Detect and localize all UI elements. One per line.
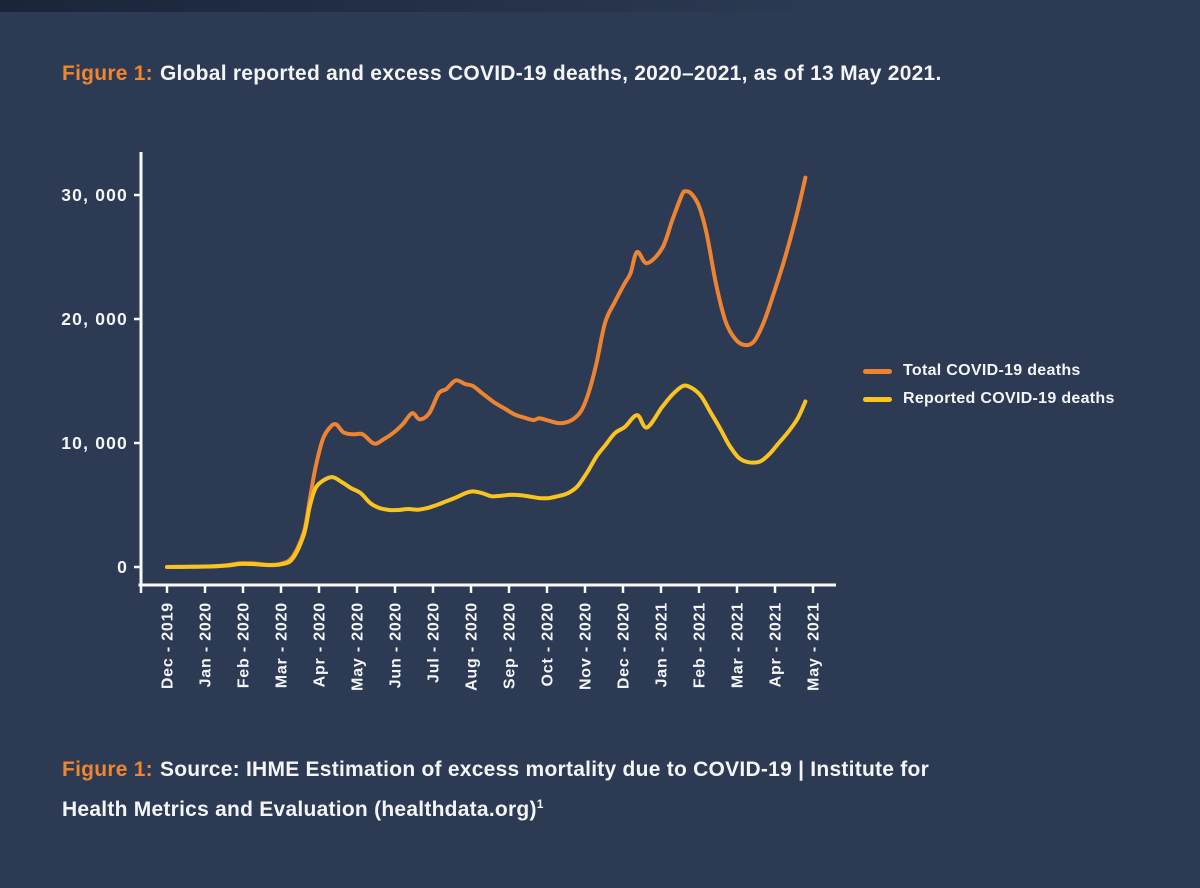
x-tick-label: Jul - 2020 (426, 602, 443, 683)
legend-swatch-total (863, 368, 892, 374)
series-line-total (165, 175, 808, 569)
x-tick-label: Mar - 2020 (274, 602, 291, 688)
x-tick-label: Feb - 2021 (692, 602, 709, 688)
legend-label-total: Total COVID-19 deaths (903, 362, 1081, 379)
x-tick-label: Apr - 2020 (312, 602, 329, 687)
x-tick-label: Apr - 2021 (768, 602, 785, 687)
series-line-reported (165, 383, 808, 569)
legend-swatch-reported (863, 396, 892, 402)
y-tick-label: 10, 000 (61, 433, 128, 453)
x-tick-label: Dec - 2020 (616, 602, 633, 689)
x-tick-label: Sep - 2020 (502, 602, 519, 689)
figure-title: Figure 1: Global reported and excess COVI… (62, 62, 942, 86)
legend-label-reported: Reported COVID-19 deaths (903, 390, 1115, 407)
x-tick-label: Jan - 2021 (654, 602, 671, 687)
x-tick-label: May - 2020 (350, 602, 367, 691)
x-tick-label: Aug - 2020 (464, 602, 481, 691)
chart-legend: Total COVID-19 deaths Reported COVID-19 … (863, 361, 1115, 417)
caption-figure-label: Figure 1: (62, 758, 153, 781)
y-tick-label: 0 (117, 557, 128, 577)
caption-footnote-marker: 1 (536, 797, 544, 811)
x-tick-label: May - 2021 (806, 602, 823, 691)
x-tick-label: Oct - 2020 (540, 602, 557, 686)
figure-caption: Figure 1: Source: IHME Estimation of exce… (62, 750, 1062, 830)
x-tick-label: Nov - 2020 (578, 602, 595, 690)
y-tick-label: 30, 000 (61, 185, 128, 205)
x-tick-label: Dec - 2019 (160, 602, 177, 689)
x-tick-label: Mar - 2021 (730, 602, 747, 688)
figure-title-label: Figure 1: (62, 62, 153, 85)
x-tick-label: Jan - 2020 (198, 602, 215, 687)
x-tick-label: Jun - 2020 (388, 602, 405, 688)
figure-title-text: Global reported and excess COVID-19 deat… (159, 62, 942, 85)
caption-text-line1: Source: IHME Estimation of excess mortal… (159, 758, 930, 781)
caption-text-line2: Health Metrics and Evaluation (healthdat… (62, 798, 537, 821)
y-tick-label: 20, 000 (61, 309, 128, 329)
x-tick-label: Feb - 2020 (236, 602, 253, 688)
legend-entry-total: Total COVID-19 deaths (863, 361, 1115, 381)
legend-entry-reported: Reported COVID-19 deaths (863, 389, 1115, 409)
